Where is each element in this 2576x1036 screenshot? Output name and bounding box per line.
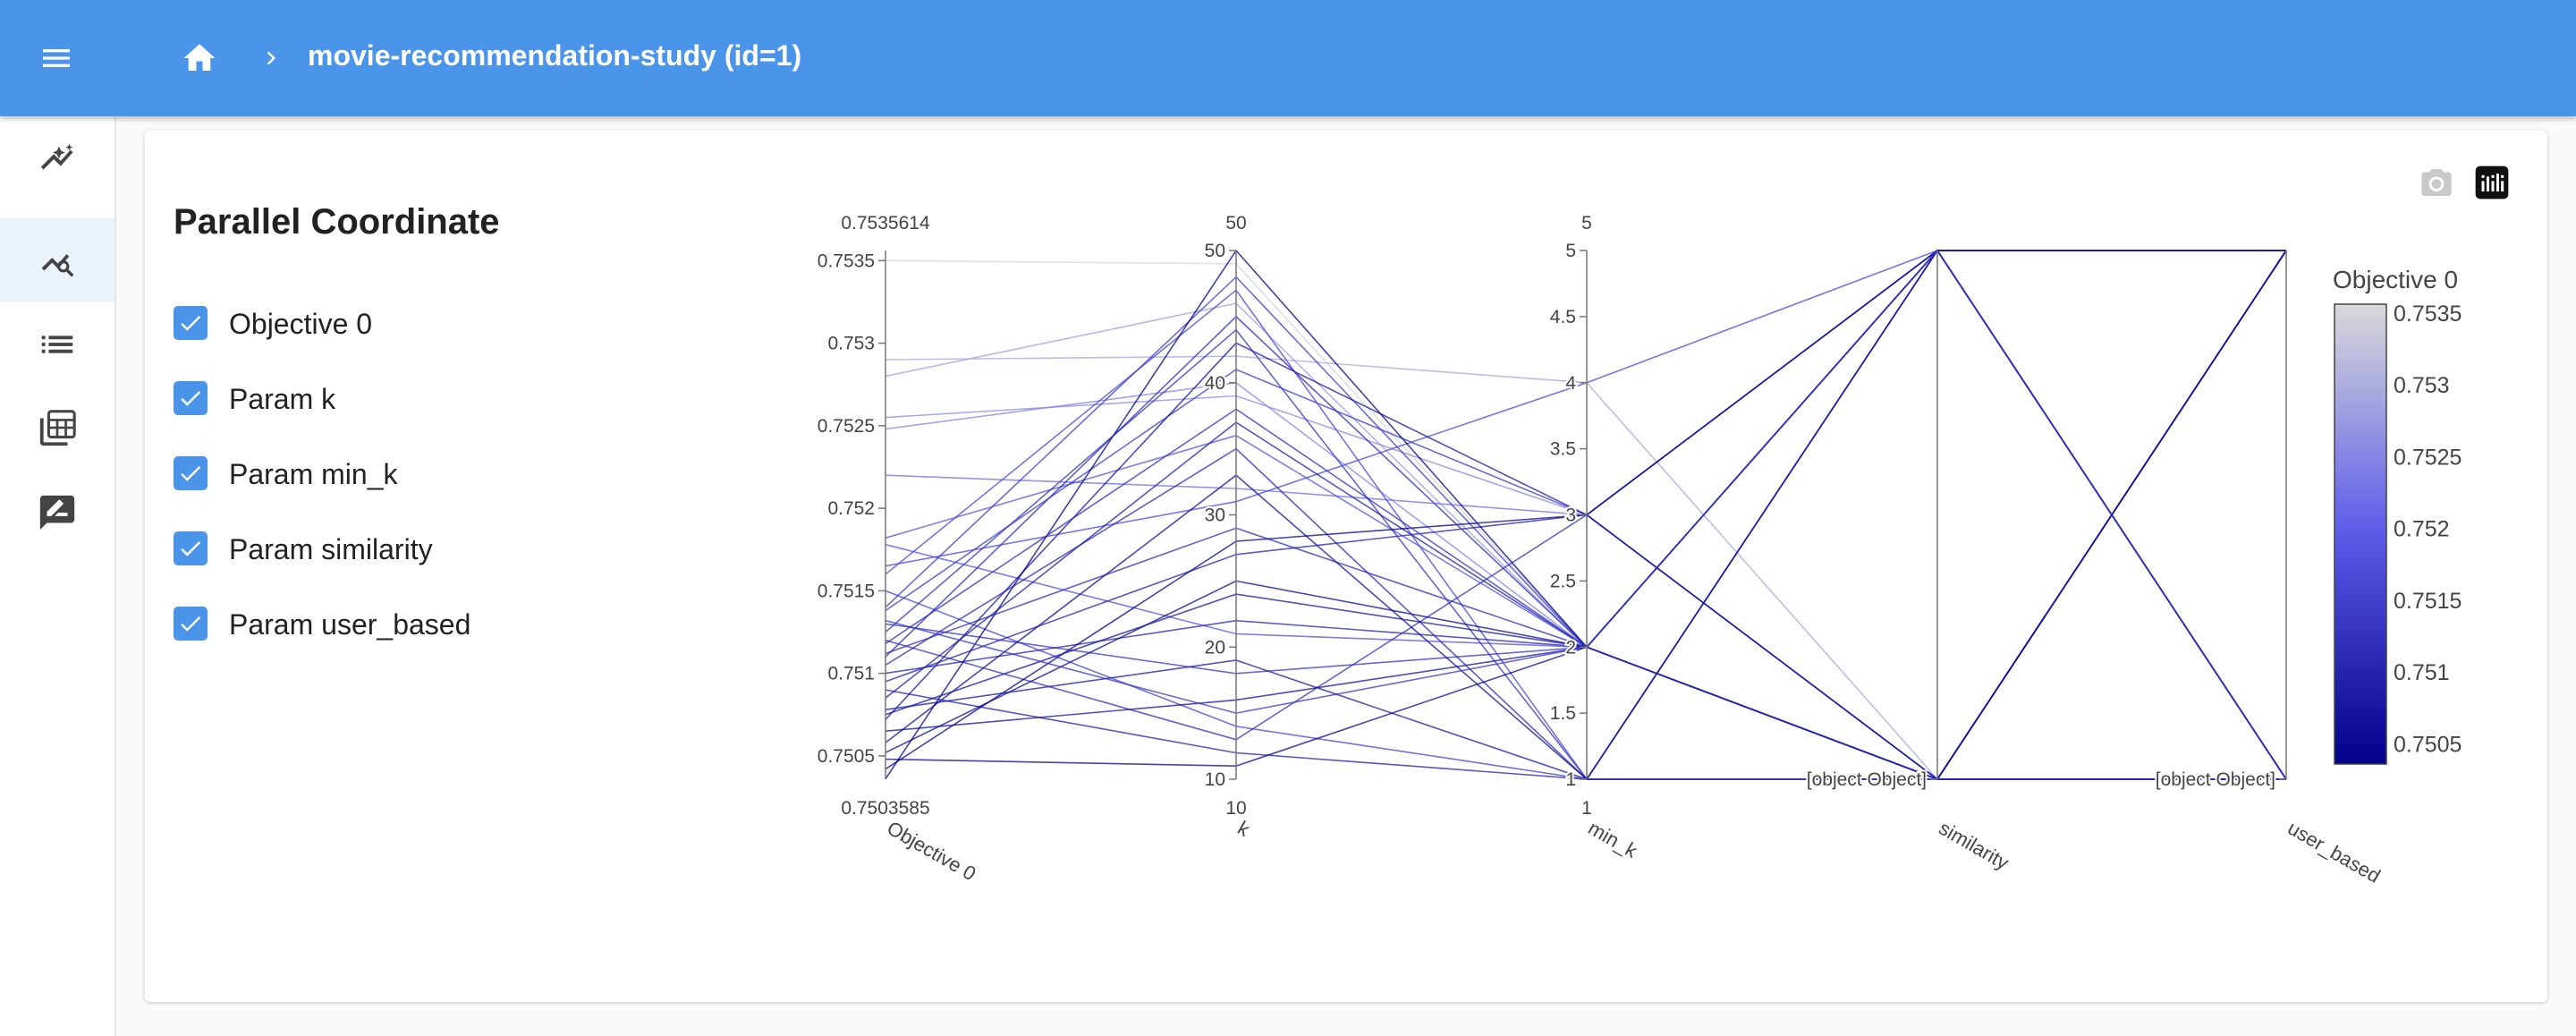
tick-label: 0.752 (827, 498, 875, 519)
tick-label: 3 (1565, 505, 1576, 526)
menu-icon[interactable] (36, 40, 77, 76)
camera-icon[interactable] (2419, 165, 2454, 200)
tick-label: 50 (1205, 241, 1225, 261)
colorbar-gradient (2334, 303, 2387, 765)
colorbar-title: Objective 0 (2333, 266, 2458, 293)
sidebar-item-trials-table[interactable] (0, 386, 114, 471)
trial-line (885, 408, 2286, 780)
home-icon[interactable] (179, 39, 220, 77)
axis-range-min-label: 10 (1225, 798, 1246, 819)
tick-label: 5 (1565, 241, 1576, 261)
axis-title: similarity (1936, 817, 2013, 874)
axis-range-min-label: 1 (1581, 798, 1592, 819)
checkbox-label: Param similarity (229, 533, 433, 565)
checkbox-label: Param user_based (229, 608, 471, 641)
tick-label: [object Object] (2156, 769, 2275, 790)
checkbox-checked-icon[interactable] (174, 607, 208, 641)
trial-line (885, 447, 2286, 780)
axis-title: user_based (2284, 817, 2385, 887)
tick-label: 4 (1565, 373, 1576, 394)
axis-range-min-label: 0.7503585 (841, 798, 929, 819)
tick-label: 0.753 (827, 334, 875, 354)
parallel-coordinate-card (145, 131, 2547, 1002)
tick-label: 40 (1205, 373, 1225, 394)
tick-label: [object Object] (1807, 769, 1927, 790)
list-icon (41, 335, 73, 353)
axis-range-max-label: 50 (1225, 213, 1246, 234)
tick-label: 0.7525 (818, 416, 875, 437)
axis-range-max-label: 0.7535614 (841, 213, 930, 234)
tick-label: 3.5 (1550, 439, 1576, 460)
sidebar (0, 116, 116, 1036)
trial-line (885, 250, 2286, 753)
tick-label: 0.751 (827, 664, 875, 684)
table-chart-icon (39, 410, 76, 446)
tick-label: 2.5 (1550, 571, 1576, 591)
card-title: Parallel Coordinate (174, 202, 500, 242)
tick-label: 1 (1565, 769, 1576, 790)
app-bar: movie-recommendation-study (id=1) (0, 0, 2576, 116)
checkbox-label: Param min_k (229, 458, 398, 490)
tick-label: 1.5 (1550, 703, 1576, 724)
tick-label: 30 (1205, 505, 1225, 526)
rate-review-icon (39, 495, 75, 531)
tick-label: 20 (1205, 637, 1225, 658)
axis-range-max-label: 5 (1581, 213, 1592, 234)
checkbox-checked-icon[interactable] (174, 531, 208, 565)
tick-label: 10 (1205, 769, 1225, 790)
colorbar-tick-label: 0.7515 (2394, 589, 2462, 614)
colorbar-tick-label: 0.751 (2394, 660, 2450, 685)
tick-label: 0.7515 (818, 581, 875, 601)
sidebar-item-analytics[interactable] (0, 218, 114, 302)
axis-title: k (1234, 817, 1255, 842)
chevron-right-icon (267, 51, 275, 65)
colorbar-tick-label: 0.7525 (2394, 445, 2462, 470)
sidebar-item-history[interactable] (0, 116, 114, 200)
checkbox-label: Objective 0 (229, 308, 373, 340)
checkbox-checked-icon[interactable] (174, 456, 208, 490)
sidebar-item-note[interactable] (0, 471, 114, 555)
plotly-logo-icon[interactable] (2474, 165, 2510, 200)
checkbox-label: Param k (229, 383, 336, 415)
breadcrumb-study-title[interactable]: movie-recommendation-study (id=1) (308, 39, 802, 72)
trial-line (885, 543, 2286, 780)
checkbox-checked-icon[interactable] (174, 306, 208, 340)
auto-graph-icon (40, 143, 73, 170)
tick-label: 4.5 (1550, 307, 1576, 327)
tick-label: 0.7505 (818, 746, 875, 767)
sidebar-item-trials-list[interactable] (0, 302, 114, 386)
tick-label: 2 (1565, 637, 1576, 658)
colorbar-tick-label: 0.7505 (2394, 732, 2462, 757)
colorbar-tick-label: 0.753 (2394, 373, 2450, 398)
colorbar-tick-label: 0.752 (2394, 517, 2450, 542)
checkbox-checked-icon[interactable] (174, 381, 208, 415)
query-stats-icon (41, 254, 74, 277)
colorbar-tick-label: 0.7535 (2394, 301, 2462, 327)
axis-title: Objective 0 (884, 817, 980, 886)
tick-label: 0.7535 (818, 251, 875, 271)
axis-title: min_k (1585, 817, 1642, 862)
